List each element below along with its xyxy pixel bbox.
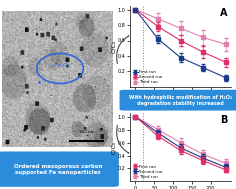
Y-axis label: C/C₀: C/C₀	[111, 141, 117, 154]
FancyBboxPatch shape	[120, 90, 236, 111]
Text: B: B	[220, 115, 227, 125]
Text: With hydrophilic modification of H₂O₂
degradation stability increased: With hydrophilic modification of H₂O₂ de…	[129, 95, 232, 106]
FancyBboxPatch shape	[0, 152, 119, 187]
Y-axis label: C/C₀: C/C₀	[111, 40, 117, 53]
Text: Ordered mesoporous carbon
supported Fe nanoparticles: Ordered mesoporous carbon supported Fe n…	[14, 164, 102, 175]
Legend: First run, Second run, Third run: First run, Second run, Third run	[132, 70, 163, 85]
Text: 100 nm: 100 nm	[79, 130, 95, 134]
Text: γ-Fe₂O₃: γ-Fe₂O₃	[50, 63, 70, 68]
Text: A: A	[220, 8, 227, 18]
Legend: First run, Second run, Third run: First run, Second run, Third run	[132, 164, 163, 179]
